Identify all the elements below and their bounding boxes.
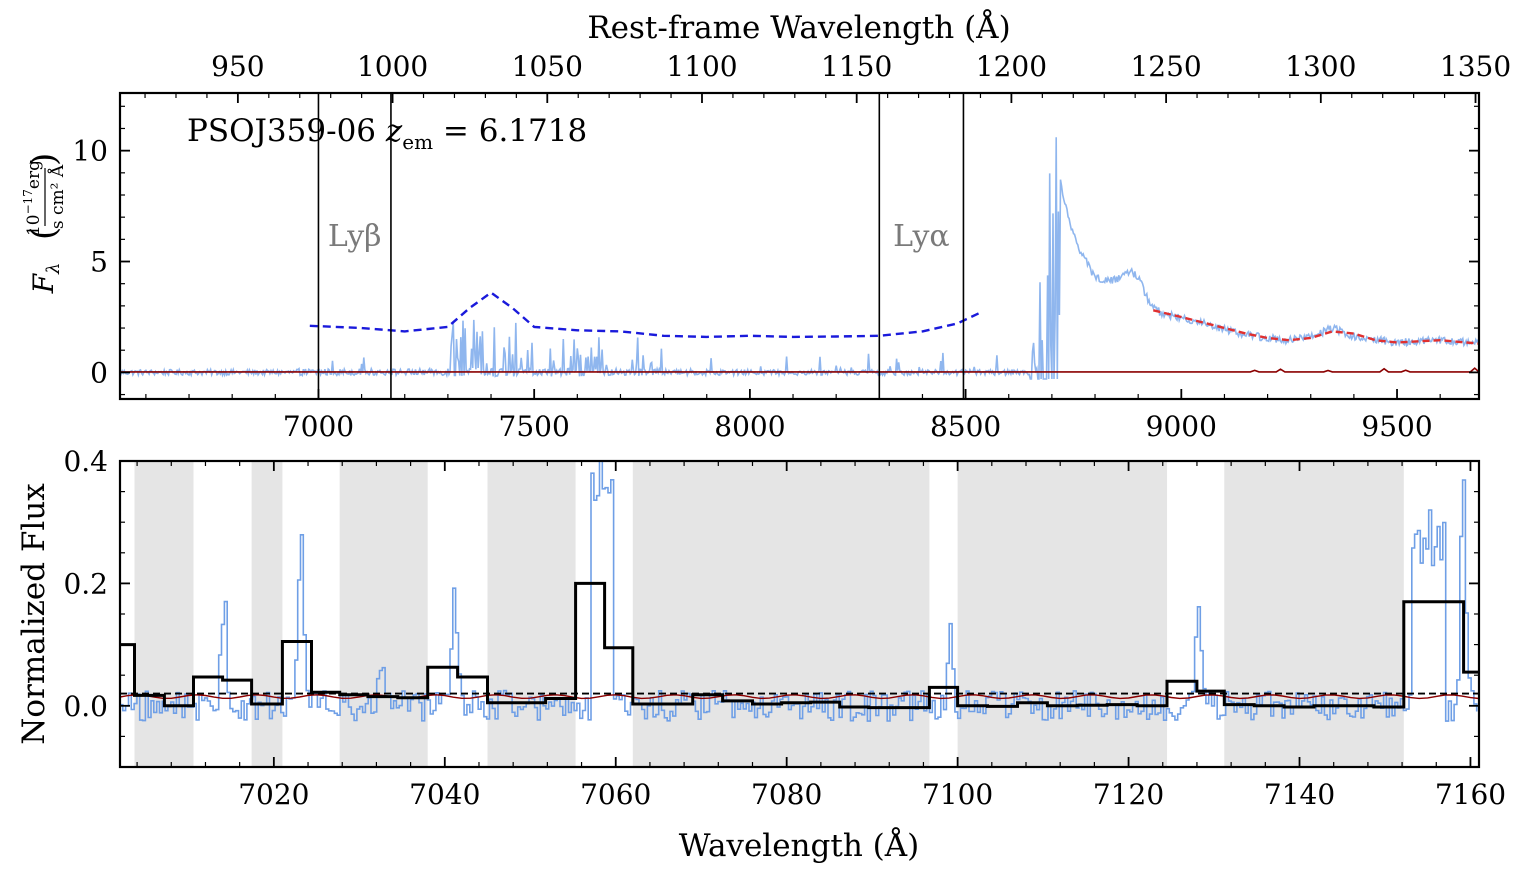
bottom-xtick-label: 7100 <box>922 778 993 811</box>
y-symbol: Fλ <box>27 263 64 295</box>
bottom-xtick-label: 7120 <box>1093 778 1164 811</box>
top-ytick-label: 5 <box>90 246 108 279</box>
bottom-xtick-label: 7140 <box>1264 778 1335 811</box>
top-panel-frame <box>118 91 1481 401</box>
top-red-fit <box>1153 309 1479 345</box>
shaded-region-1 <box>134 461 194 767</box>
top-xtick-label: 8500 <box>930 410 1001 443</box>
bottom-xtick-label: 7060 <box>580 778 651 811</box>
svg-text:): ) <box>24 153 64 166</box>
shaded-region-3 <box>339 461 428 767</box>
top-xtick-label: 9000 <box>1146 410 1217 443</box>
bottom-ytick-label: 0.2 <box>63 567 108 600</box>
shaded-region-7 <box>1224 461 1404 767</box>
bottom-binned-flux <box>120 581 1479 710</box>
top-xtick-label: 7500 <box>499 410 570 443</box>
shaded-region-4 <box>487 461 576 767</box>
bottom-x-axis-label: Wavelength (Å) <box>679 826 919 864</box>
top-observed-spectrum <box>120 137 1479 380</box>
top-xtick-label: 7000 <box>283 410 354 443</box>
top-restframe-tick-label: 1200 <box>976 50 1047 83</box>
top-error-spectrum <box>120 367 1479 373</box>
bottom-plot-area <box>120 461 1479 767</box>
top-restframe-tick-label: 1250 <box>1130 50 1201 83</box>
top-ytick-label: 10 <box>72 135 108 168</box>
shaded-region-2 <box>251 461 283 767</box>
bottom-ytick-label: 0.0 <box>63 690 108 723</box>
top-restframe-tick-label: 950 <box>211 50 264 83</box>
top-restframe-tick-label: 1000 <box>357 50 428 83</box>
shaded-region-6 <box>957 461 1168 767</box>
shaded-region-5 <box>632 461 930 767</box>
svg-text:(: ( <box>24 227 64 240</box>
top-y-axis-label: Fλ ( 10−17erg s cm² Å ) <box>21 153 68 295</box>
bottom-xtick-label: 7040 <box>409 778 480 811</box>
top-xtick-label: 9500 <box>1361 410 1432 443</box>
bottom-panel-ticks: 7020 7040 7060 7080 7100 7120 7140 7160 0.0 0.2 0.… <box>63 445 1506 811</box>
bottom-panel-spectrum: 7020 7040 7060 7080 7100 7120 7140 7160 0.0 0.2 0.… <box>16 445 1506 864</box>
bottom-xtick-label: 7160 <box>1435 778 1506 811</box>
top-restframe-tick-label: 1350 <box>1440 50 1511 83</box>
marker-label-2: Lyα <box>893 219 950 254</box>
bottom-error-line <box>120 694 1479 700</box>
bottom-y-axis-label: Normalized Flux <box>16 483 52 745</box>
top-restframe-tick-label: 1100 <box>666 50 737 83</box>
top-xtick-label: 8000 <box>714 410 785 443</box>
top-ytick-label: 0 <box>90 356 108 389</box>
bottom-xtick-label: 7080 <box>751 778 822 811</box>
y-unit-numerator: 10−17erg <box>21 160 44 236</box>
bottom-ytick-label: 0.4 <box>63 445 108 478</box>
top-restframe-tick-label: 1150 <box>821 50 892 83</box>
top-x-axis-label: Rest-frame Wavelength (Å) <box>587 8 1010 46</box>
top-restframe-tick-label: 1300 <box>1285 50 1356 83</box>
top-restframe-tick-label: 1050 <box>512 50 583 83</box>
top-continuum-model <box>309 291 984 339</box>
marker-label-1: Lyβ <box>328 219 382 254</box>
y-unit-denominator: s cm² Å <box>47 164 68 229</box>
top-plot-area <box>120 93 1479 399</box>
bottom-xtick-label: 7020 <box>238 778 309 811</box>
top-annotation: PSOJ359-06 zem = 6.1718 <box>187 113 587 154</box>
